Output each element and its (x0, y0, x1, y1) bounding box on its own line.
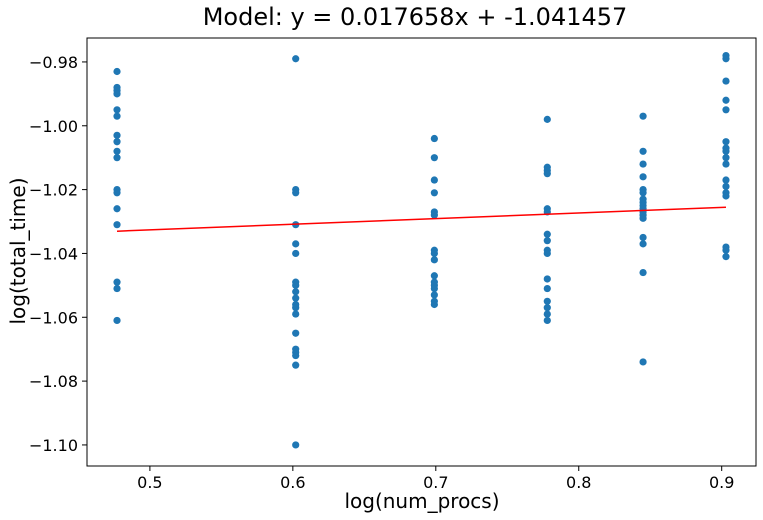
data-point (543, 249, 551, 258)
data-point (430, 300, 438, 309)
data-point (292, 288, 300, 296)
data-point (543, 304, 551, 312)
data-point (292, 329, 300, 337)
data-point (543, 297, 551, 305)
data-point (113, 67, 121, 76)
y-tick-label: −1.00 (29, 117, 78, 136)
data-point (543, 115, 551, 123)
data-point (722, 192, 730, 200)
data-point (430, 211, 438, 219)
data-point (543, 275, 551, 283)
y-axis-label: log(total_time) (6, 177, 30, 324)
data-point (113, 278, 121, 286)
data-point (292, 310, 300, 318)
fit-line-layer (116, 206, 727, 232)
data-point (113, 189, 121, 197)
data-point (430, 249, 438, 258)
y-tick-label: −1.10 (29, 436, 78, 455)
data-point (113, 316, 121, 325)
y-tick-label: −1.06 (29, 308, 78, 327)
y-tick-label: −0.98 (29, 53, 78, 72)
data-point (292, 351, 300, 360)
data-point (292, 55, 300, 63)
data-point (722, 138, 730, 146)
data-point (113, 154, 121, 162)
data-point (722, 154, 730, 162)
x-tick-label: 0.7 (423, 473, 448, 492)
data-point (722, 77, 730, 85)
data-point (430, 134, 438, 143)
data-point (543, 230, 551, 238)
y-tick-label: −1.02 (29, 181, 78, 200)
data-point (113, 147, 121, 155)
data-point (430, 272, 438, 280)
data-point (722, 147, 730, 155)
data-point (292, 240, 300, 248)
data-point (722, 246, 730, 254)
data-point (113, 205, 121, 213)
points-layer (113, 51, 730, 449)
data-point (113, 112, 121, 120)
data-point (722, 96, 730, 104)
data-point (430, 176, 438, 184)
data-point (722, 253, 730, 261)
data-point (113, 221, 121, 229)
y-tick-label: −1.08 (29, 372, 78, 391)
y-axis-ticks: −1.10 −1.08 −1.06 −1.04 −1.02 −1.00 −0.98 (29, 53, 87, 455)
regression-line (116, 206, 727, 232)
data-point (639, 358, 647, 366)
data-point (113, 131, 121, 139)
data-point (543, 170, 551, 178)
plot-area-frame (86, 37, 757, 467)
data-point (113, 284, 121, 293)
data-point (292, 294, 300, 302)
data-point (113, 138, 121, 146)
data-point (292, 281, 300, 289)
data-point (639, 214, 647, 222)
x-tick-label: 0.9 (709, 473, 734, 492)
data-point (722, 55, 730, 63)
data-point (430, 291, 438, 299)
data-point (639, 160, 647, 168)
data-point (639, 189, 647, 197)
chart-title: Model: y = 0.017658x + -1.041457 (203, 3, 628, 31)
data-point (113, 90, 121, 98)
data-point (430, 189, 438, 197)
data-point (543, 310, 551, 318)
data-point (639, 112, 647, 120)
data-point (639, 268, 647, 277)
data-point (292, 441, 300, 449)
data-point (722, 106, 730, 114)
data-point (722, 176, 730, 184)
data-point (292, 249, 300, 258)
x-axis-ticks: 0.5 0.6 0.7 0.8 0.9 (137, 466, 734, 492)
x-tick-label: 0.5 (137, 473, 162, 492)
data-point (543, 284, 551, 293)
x-tick-label: 0.6 (280, 473, 305, 492)
data-point (430, 284, 438, 293)
y-tick-label: −1.04 (29, 244, 78, 263)
data-point (639, 233, 647, 242)
data-point (722, 160, 730, 168)
data-point (113, 106, 121, 114)
data-point (639, 147, 647, 155)
data-point (639, 240, 647, 248)
data-point (292, 304, 300, 312)
data-point (292, 189, 300, 197)
x-axis-label: log(num_procs) (344, 489, 499, 513)
data-point (722, 182, 730, 191)
data-point (639, 173, 647, 181)
data-point (430, 256, 438, 264)
x-tick-label: 0.8 (566, 473, 591, 492)
data-point (543, 316, 551, 325)
data-point (292, 361, 300, 369)
data-point (430, 154, 438, 162)
data-point (543, 237, 551, 245)
